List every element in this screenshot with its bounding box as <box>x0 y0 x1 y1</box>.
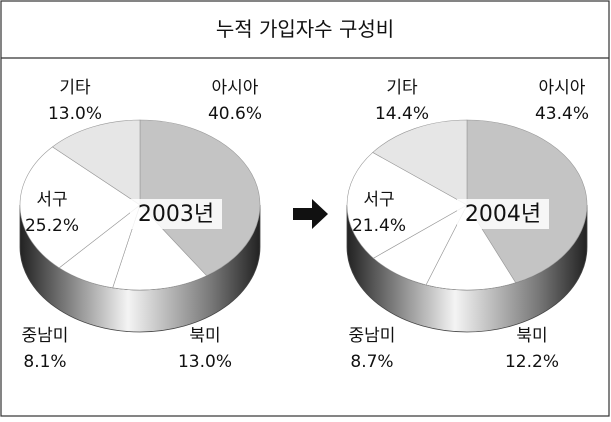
slice-label: 기타 <box>386 78 418 98</box>
arrow <box>293 199 328 229</box>
center-label-bg <box>130 199 222 229</box>
center-label-bg <box>457 199 549 229</box>
slice-label: 서구 <box>363 190 394 210</box>
slice-value: 13.0% <box>48 104 102 124</box>
slice-label: 서구 <box>36 190 67 210</box>
pie-slice <box>346 152 468 259</box>
slice-label: 북미 <box>516 326 547 346</box>
slice-label: 중남미 <box>22 326 69 346</box>
slice-value: 25.2% <box>25 216 79 236</box>
center-label: 2004년 <box>465 202 541 227</box>
pie-slice <box>372 119 468 206</box>
slice-value: 21.4% <box>352 216 406 236</box>
slice-value: 14.4% <box>375 104 429 124</box>
slice-label: 중남미 <box>349 326 396 346</box>
slice-label: 아시아 <box>539 78 586 98</box>
pie-slice <box>425 204 517 291</box>
slice-value: 12.2% <box>505 352 559 372</box>
slice-label: 북미 <box>189 326 220 346</box>
center-label: 2003년 <box>138 202 214 227</box>
slice-value: 43.4% <box>535 104 589 124</box>
slice-value: 40.6% <box>208 104 262 124</box>
slice-value: 8.1% <box>23 352 66 372</box>
slice-value: 13.0% <box>178 352 232 372</box>
pie-slice <box>19 146 141 269</box>
slice-value: 8.7% <box>350 352 393 372</box>
pie-slice <box>51 119 141 206</box>
slice-label: 기타 <box>59 78 91 98</box>
page-title: 누적 가입자수 구성비 <box>216 17 394 41</box>
slice-label: 아시아 <box>212 78 259 98</box>
